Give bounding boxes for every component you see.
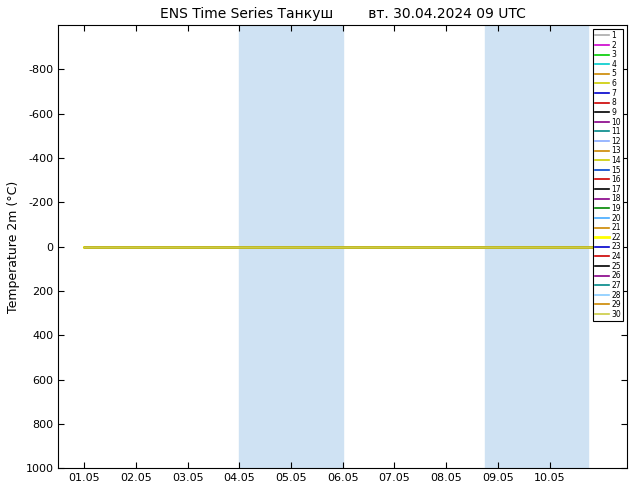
Bar	[536, 25, 588, 468]
Bar	[291, 25, 343, 468]
Y-axis label: Temperature 2m (°C): Temperature 2m (°C)	[7, 180, 20, 313]
Legend: 1, 2, 3, 4, 5, 6, 7, 8, 9, 10, 11, 12, 13, 14, 15, 16, 17, 18, 19, 20, 21, 22, 2: 1, 2, 3, 4, 5, 6, 7, 8, 9, 10, 11, 12, 1…	[593, 29, 623, 321]
Bar	[239, 25, 291, 468]
Bar	[485, 25, 536, 468]
Title: ENS Time Series Танкуш        вт. 30.04.2024 09 UTC: ENS Time Series Танкуш вт. 30.04.2024 09…	[160, 7, 526, 21]
